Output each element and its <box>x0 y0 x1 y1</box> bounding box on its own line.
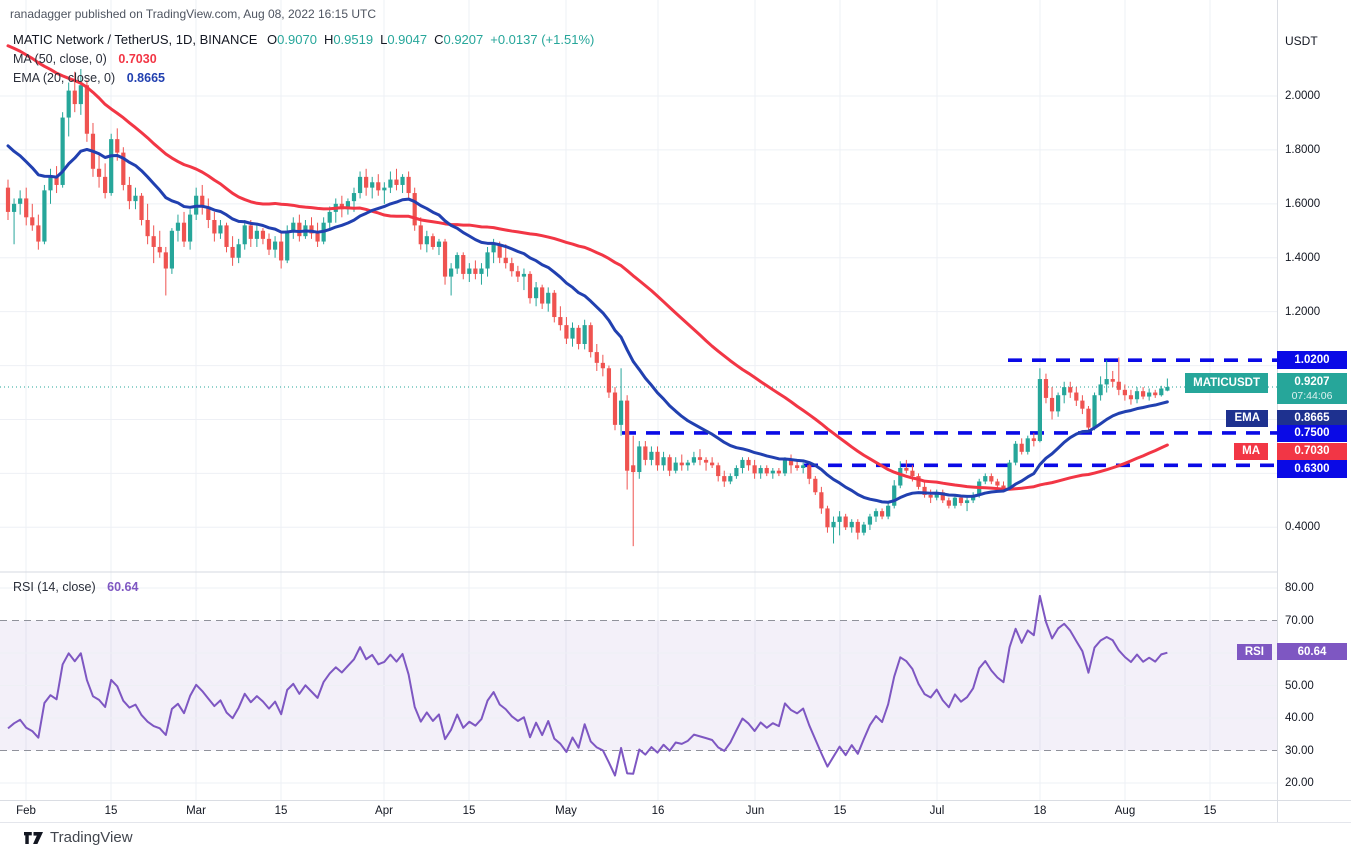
time-axis[interactable]: Feb 15 Mar 15 Apr 15 May 16 Jun 15 Jul 18 Aug 15 <box>0 801 1277 822</box>
price-tick: 1.6000 <box>1285 197 1321 210</box>
ema-flag: EMA <box>1226 409 1268 427</box>
price-tick: 1.4000 <box>1285 251 1321 264</box>
time-tick: Apr <box>375 805 393 817</box>
level-0.6300-axis-badge: 0.6300 <box>1277 460 1347 478</box>
symbol-title: MATIC Network / TetherUS, 1D, BINANCE <box>13 32 258 47</box>
rsi-flag: RSI <box>1236 643 1272 660</box>
ma-legend-row: MA (50, close, 0) 0.7030 <box>13 49 601 68</box>
footer-separator <box>0 822 1351 823</box>
close-label: C <box>434 32 444 47</box>
price-tick: 2.0000 <box>1285 90 1321 102</box>
ema-value: 0.8665 <box>126 71 165 85</box>
ma-name: MA (50, close, 0) <box>13 52 107 66</box>
ema-axis-badge: 0.8665 <box>1277 409 1347 427</box>
time-tick: 15 <box>104 805 118 817</box>
rsi-legend-row: RSI (14, close) 60.64 <box>13 580 138 594</box>
last-price: 0.9207 <box>1294 375 1330 388</box>
high-value: 0.9519 <box>333 32 374 47</box>
axis-currency: USDT <box>1285 34 1318 48</box>
time-tick: Aug <box>1114 805 1136 817</box>
price-tick: 0.4000 <box>1285 521 1321 534</box>
open-value: 0.9070 <box>277 32 317 47</box>
publish-watermark: ranadagger published on TradingView.com,… <box>10 7 377 21</box>
level-0.7500-axis-badge: 0.7500 <box>1277 424 1347 442</box>
last-price-axis-badge: 0.9207 07:44:06 <box>1277 373 1347 404</box>
rsi-name: RSI (14, close) <box>13 580 96 594</box>
time-tick: 18 <box>1033 805 1047 817</box>
ema-legend-row: EMA (20, close, 0) 0.8665 <box>13 68 601 87</box>
time-tick: 15 <box>833 805 847 817</box>
open-label: O <box>267 32 278 47</box>
level-1.0200-axis-badge: 1.0200 <box>1277 351 1347 369</box>
rsi-axis-badge: 60.64 <box>1277 643 1347 660</box>
time-tick: Feb <box>16 805 36 817</box>
chart-legend: MATIC Network / TetherUS, 1D, BINANCE O0… <box>13 30 601 87</box>
time-tick: 15 <box>462 805 476 817</box>
rsi-tick: 50.00 <box>1285 679 1314 692</box>
time-tick: 16 <box>651 805 665 817</box>
footer: TradingView <box>24 829 133 846</box>
bar-countdown: 07:44:06 <box>1291 389 1333 402</box>
rsi-tick: 70.00 <box>1285 614 1314 627</box>
chart-canvas[interactable] <box>0 0 1277 800</box>
time-tick: 15 <box>1203 805 1217 817</box>
ma-value: 0.7030 <box>118 52 157 66</box>
price-tick: 1.8000 <box>1285 143 1321 156</box>
symbol-price-flag: MATICUSDT <box>1185 373 1268 393</box>
time-tick: Jun <box>745 805 765 817</box>
high-label: H <box>323 32 334 47</box>
rsi-tick: 20.00 <box>1285 777 1314 789</box>
change-value: +0.0137 (+1.51%) <box>490 32 595 47</box>
time-tick: Jul <box>929 805 945 817</box>
symbol-legend-row: MATIC Network / TetherUS, 1D, BINANCE O0… <box>13 30 601 49</box>
time-tick: Mar <box>186 805 206 817</box>
time-tick: May <box>555 805 577 817</box>
tradingview-logo-icon <box>24 831 43 844</box>
time-tick: 15 <box>274 805 288 817</box>
ema-name: EMA (20, close, 0) <box>13 71 116 85</box>
price-tick: 1.2000 <box>1285 305 1321 318</box>
brand-name: TradingView <box>50 829 133 846</box>
rsi-tick: 30.00 <box>1285 744 1314 757</box>
rsi-tick: 40.00 <box>1285 712 1314 724</box>
ma-flag: MA <box>1234 442 1268 460</box>
time-axis-separator <box>0 800 1351 801</box>
ohlc-values: O0.9070 H0.9519 L0.9047 C0.9207 +0.0137 (+1.… <box>267 32 601 47</box>
close-value: 0.9207 <box>443 32 484 47</box>
rsi-tick: 80.00 <box>1285 582 1314 594</box>
low-label: L <box>380 32 388 47</box>
low-value: 0.9047 <box>387 32 428 47</box>
rsi-value: 60.64 <box>107 580 139 594</box>
ma-axis-badge: 0.7030 <box>1277 442 1347 460</box>
